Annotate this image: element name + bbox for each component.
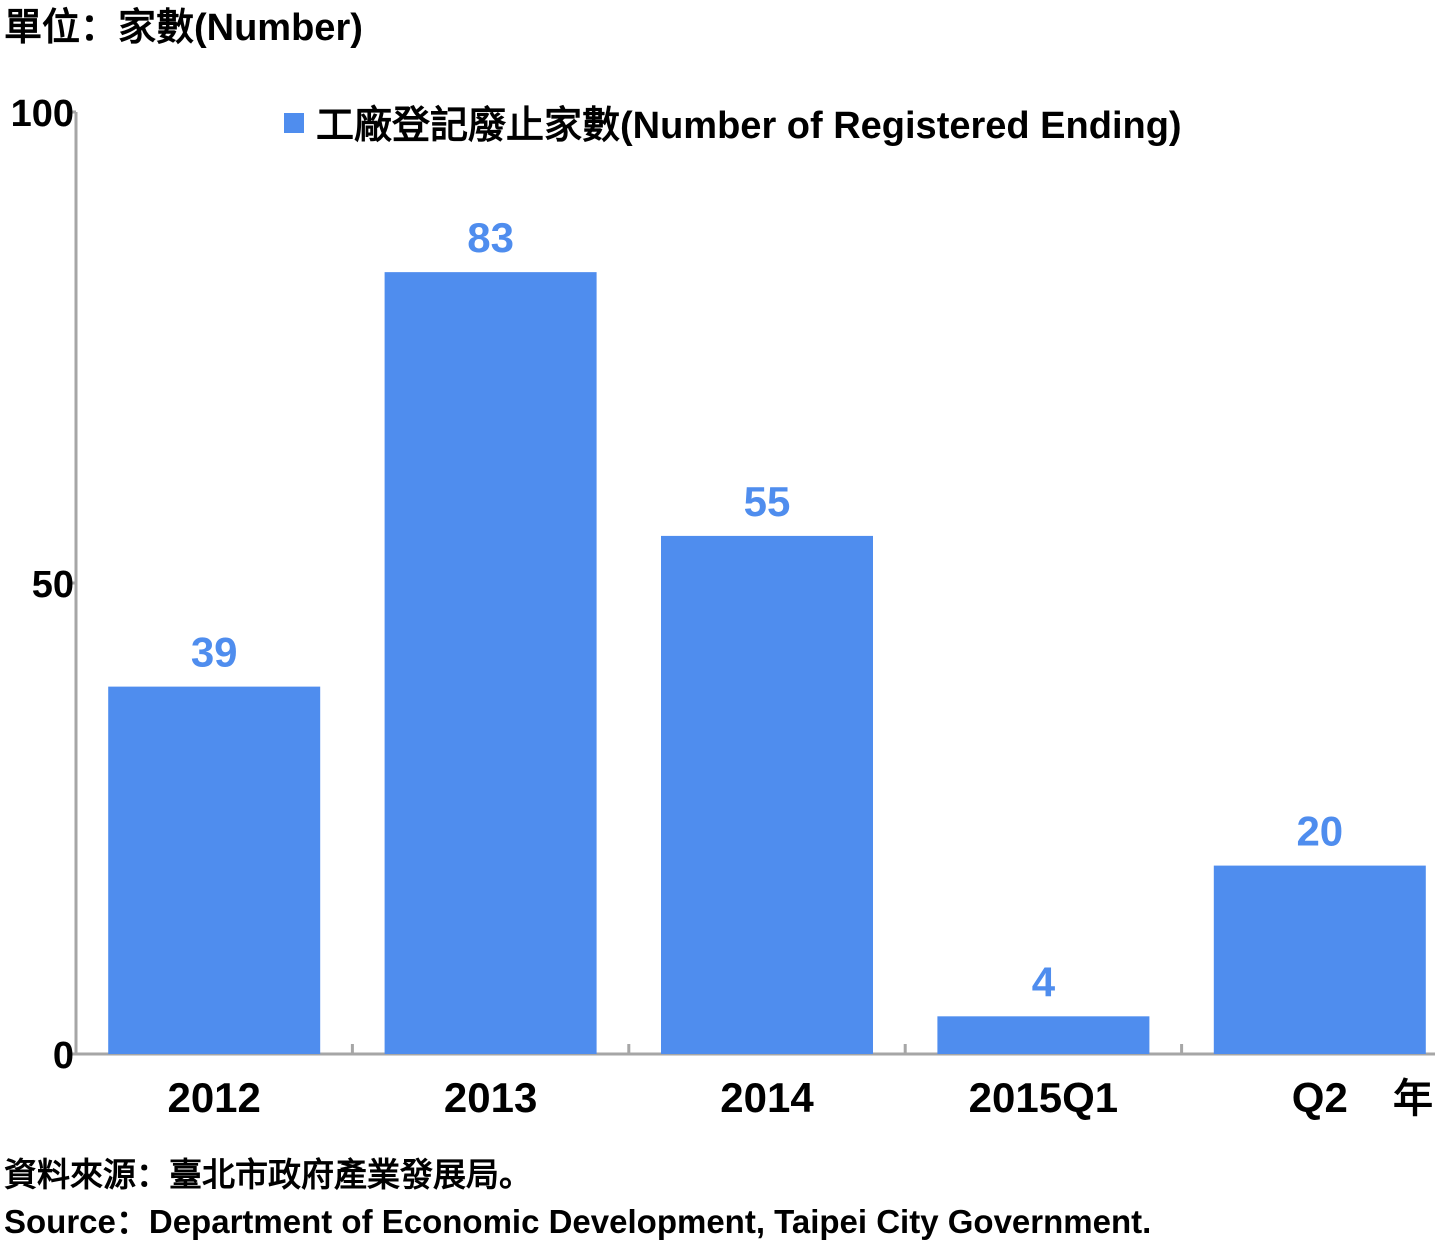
category-label: Q2 — [1292, 1074, 1348, 1121]
y-unit-label: 單位：家數(Number) — [4, 7, 363, 49]
bar-2015Q1 — [937, 1016, 1150, 1054]
category-label: 2012 — [167, 1074, 260, 1121]
category-label: 2014 — [720, 1074, 814, 1121]
bar-2014 — [661, 535, 873, 1054]
x-ticks — [350, 1044, 1184, 1054]
y-tick-label: 100 — [11, 93, 74, 135]
bar-2013 — [384, 272, 597, 1054]
data-labels: 39 83 55 4 20 — [191, 214, 1343, 1005]
data-label: 83 — [467, 214, 514, 261]
bars — [108, 272, 1426, 1054]
category-label: 2015Q1 — [969, 1074, 1118, 1121]
bar-Q2 — [1213, 865, 1426, 1054]
legend-label: 工廠登記廢止家數(Number of Registered Ending) — [316, 104, 1182, 147]
data-label: 55 — [744, 478, 791, 525]
source-en: Source：Department of Economic Developmen… — [4, 1203, 1151, 1240]
x-unit-label: 年 — [1393, 1077, 1433, 1121]
bar-2012 — [108, 686, 321, 1054]
y-ticks: 0 50 100 — [11, 93, 76, 1077]
legend: 工廠登記廢止家數(Number of Registered Ending) — [284, 104, 1182, 147]
data-label: 4 — [1032, 958, 1056, 1005]
category-label: 2013 — [444, 1074, 537, 1121]
y-tick-label: 0 — [53, 1035, 74, 1077]
category-labels: 2012 2013 2014 2015Q1 Q2 — [167, 1074, 1347, 1121]
legend-swatch — [284, 113, 304, 133]
source-zh: 資料來源：臺北市政府產業發展局。 — [4, 1156, 532, 1193]
y-tick-label: 50 — [32, 564, 74, 606]
data-label: 20 — [1296, 808, 1343, 855]
data-label: 39 — [191, 629, 238, 676]
